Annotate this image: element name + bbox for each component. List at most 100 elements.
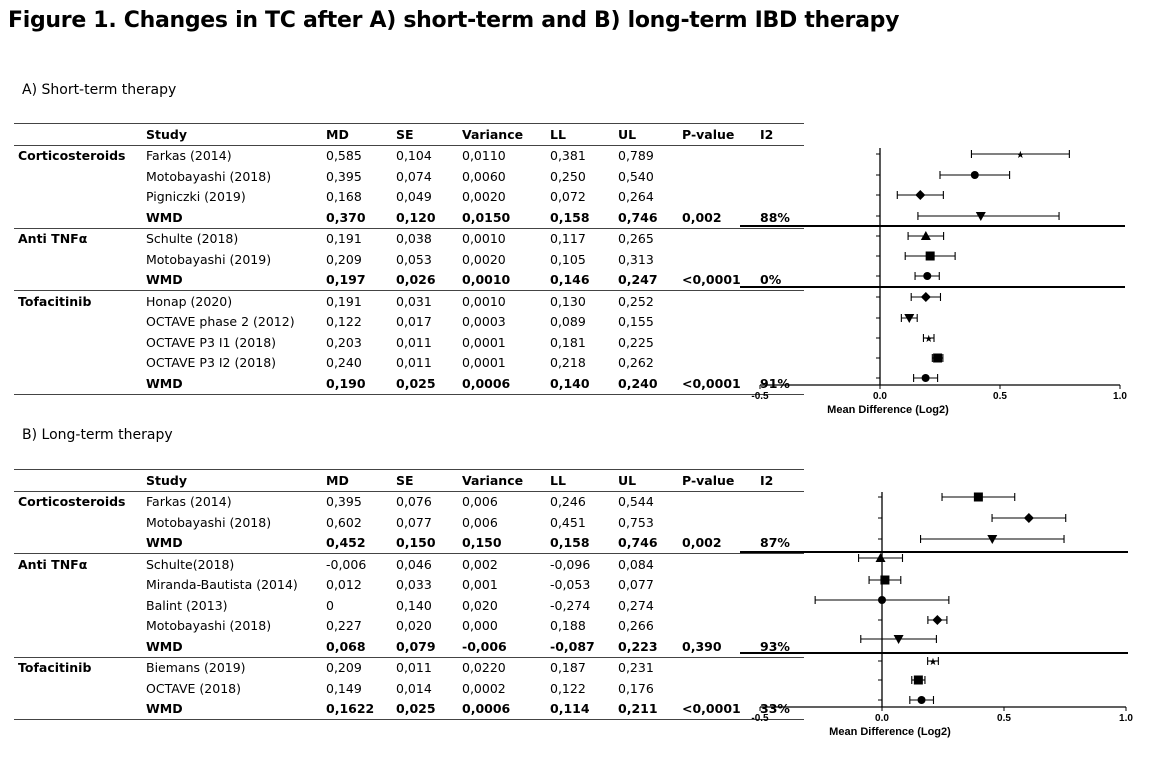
cell-ll: 0,158 [550, 535, 590, 551]
cell-se: 0,038 [392, 227, 458, 249]
study-name: Schulte(2018) [142, 553, 322, 575]
cell-var: 0,002 [458, 553, 546, 575]
table-row: Pigniczki (2019) 0,168 0,049 0,0020 0,072 0,2… [14, 187, 804, 208]
table-row: OCTAVE P3 I2 (2018) 0,240 0,011 0,0001 0,218… [14, 353, 804, 374]
cell-p: <0,0001 [682, 272, 741, 288]
group-spacer [14, 249, 142, 270]
cell-var: 0,0220 [458, 656, 546, 678]
group-spacer [14, 270, 142, 291]
study-name: WMD [146, 209, 183, 225]
cell-var: -0,006 [462, 638, 507, 654]
cell-md: 0,012 [326, 577, 362, 593]
cell-se: 0,140 [396, 597, 432, 613]
x-axis-label: Mean Difference (Log2) [827, 404, 949, 416]
cell-ul: 0,746 [618, 535, 658, 551]
marker-square [973, 492, 983, 502]
marker-triangle-up [920, 231, 931, 240]
cell-i2 [756, 290, 804, 312]
column-header: Variance [458, 469, 546, 491]
group-name: Anti TNFα [14, 553, 142, 575]
cell-i2 [756, 144, 804, 166]
cell-ul: 0,274 [618, 597, 654, 613]
cell-var: 0,0010 [458, 227, 546, 249]
group-spacer [14, 332, 142, 353]
marker-circle [970, 171, 979, 179]
cell-se: 0,031 [392, 290, 458, 312]
marker-diamond [915, 190, 926, 200]
study-name: OCTAVE (2018) [146, 680, 241, 696]
cell-se: 0,049 [396, 189, 432, 205]
marker-diamond [1023, 513, 1034, 523]
study-name: OCTAVE phase 2 (2012) [146, 314, 295, 330]
cell-se: 0,026 [396, 272, 436, 288]
cell-se: 0,053 [396, 251, 432, 267]
cell-var: 0,0006 [458, 698, 546, 720]
cell-md: 0,240 [326, 355, 362, 371]
group-name: Anti TNFα [14, 227, 142, 249]
study-name: Miranda-Bautista (2014) [146, 577, 298, 593]
cell-var: 0,0006 [458, 373, 546, 395]
column-header: UL [614, 123, 678, 145]
study-name: OCTAVE P3 I2 (2018) [146, 355, 277, 371]
wmd-row: WMD 0,197 0,026 0,0010 0,146 0,247 <0,0001 0% [14, 270, 804, 291]
cell-p [678, 227, 756, 249]
column-header: I2 [756, 469, 804, 491]
cell-se: 0,011 [396, 334, 432, 350]
cell-ll: 0,140 [546, 373, 614, 395]
cell-se: 0,150 [396, 535, 436, 551]
cell-md: 0,191 [322, 227, 392, 249]
group-spacer [14, 698, 142, 720]
marker-star: ★ [924, 334, 933, 345]
marker-diamond [932, 615, 943, 625]
cell-p: 0,002 [682, 209, 722, 225]
cell-var: 0,0003 [462, 314, 506, 330]
x-axis-label: Mean Difference (Log2) [829, 726, 951, 738]
table-header-row: Study MD SE Variance LL UL P-value I2 [14, 123, 804, 145]
cell-i2: 0% [760, 272, 782, 288]
cell-md: 0,395 [322, 490, 392, 512]
x-tick-label: 0.0 [873, 391, 887, 402]
cell-se: 0,120 [396, 209, 436, 225]
cell-p [678, 290, 756, 312]
wmd-row: WMD 0,1622 0,025 0,0006 0,114 0,211 <0,0001 33% [14, 698, 804, 720]
study-name: WMD [146, 638, 183, 654]
cell-var: 0,0110 [458, 144, 546, 166]
cell-md: 0,191 [322, 290, 392, 312]
cell-se: 0,011 [396, 355, 432, 371]
marker-square [925, 251, 935, 261]
cell-md: 0,1622 [322, 698, 392, 720]
column-header [14, 123, 142, 145]
column-header: MD [322, 469, 392, 491]
group-name: Corticosteroids [14, 144, 142, 166]
cell-ll: 0,105 [550, 251, 586, 267]
cell-ll: 0,187 [546, 656, 614, 678]
group-spacer [14, 353, 142, 374]
panel-b-table: Study MD SE Variance LL UL P-value I2 Corticoste… [14, 469, 804, 720]
cell-var: 0,000 [462, 618, 498, 634]
cell-ll: -0,053 [550, 577, 591, 593]
cell-ll: 0,181 [550, 334, 586, 350]
cell-var: 0,006 [462, 514, 498, 530]
cell-ll: -0,096 [546, 553, 614, 575]
marker-circle [923, 272, 932, 280]
cell-ul: 0,746 [618, 209, 658, 225]
table-row: Balint (2013) 0 0,140 0,020 -0,274 0,274 [14, 595, 804, 616]
marker-triangle-down [893, 635, 904, 644]
cell-ul: 0,223 [618, 638, 658, 654]
table-row: Anti TNFα Schulte(2018) -0,006 0,046 0,002 -0… [14, 553, 804, 575]
study-name: OCTAVE P3 I1 (2018) [146, 334, 277, 350]
study-name: WMD [146, 272, 183, 288]
column-header: P-value [678, 123, 756, 145]
cell-ul: 0,544 [614, 490, 678, 512]
cell-p [678, 490, 756, 512]
cell-var: 0,0001 [462, 355, 506, 371]
cell-var: 0,150 [462, 535, 502, 551]
column-header: I2 [756, 123, 804, 145]
group-spacer [14, 512, 142, 533]
cell-se: 0,074 [396, 168, 432, 184]
cell-ll: 0,114 [546, 698, 614, 720]
cell-se: 0,079 [396, 638, 436, 654]
table-row: OCTAVE phase 2 (2012) 0,122 0,017 0,0003 0,0… [14, 312, 804, 333]
cell-ll: 0,072 [550, 189, 586, 205]
cell-p [678, 144, 756, 166]
